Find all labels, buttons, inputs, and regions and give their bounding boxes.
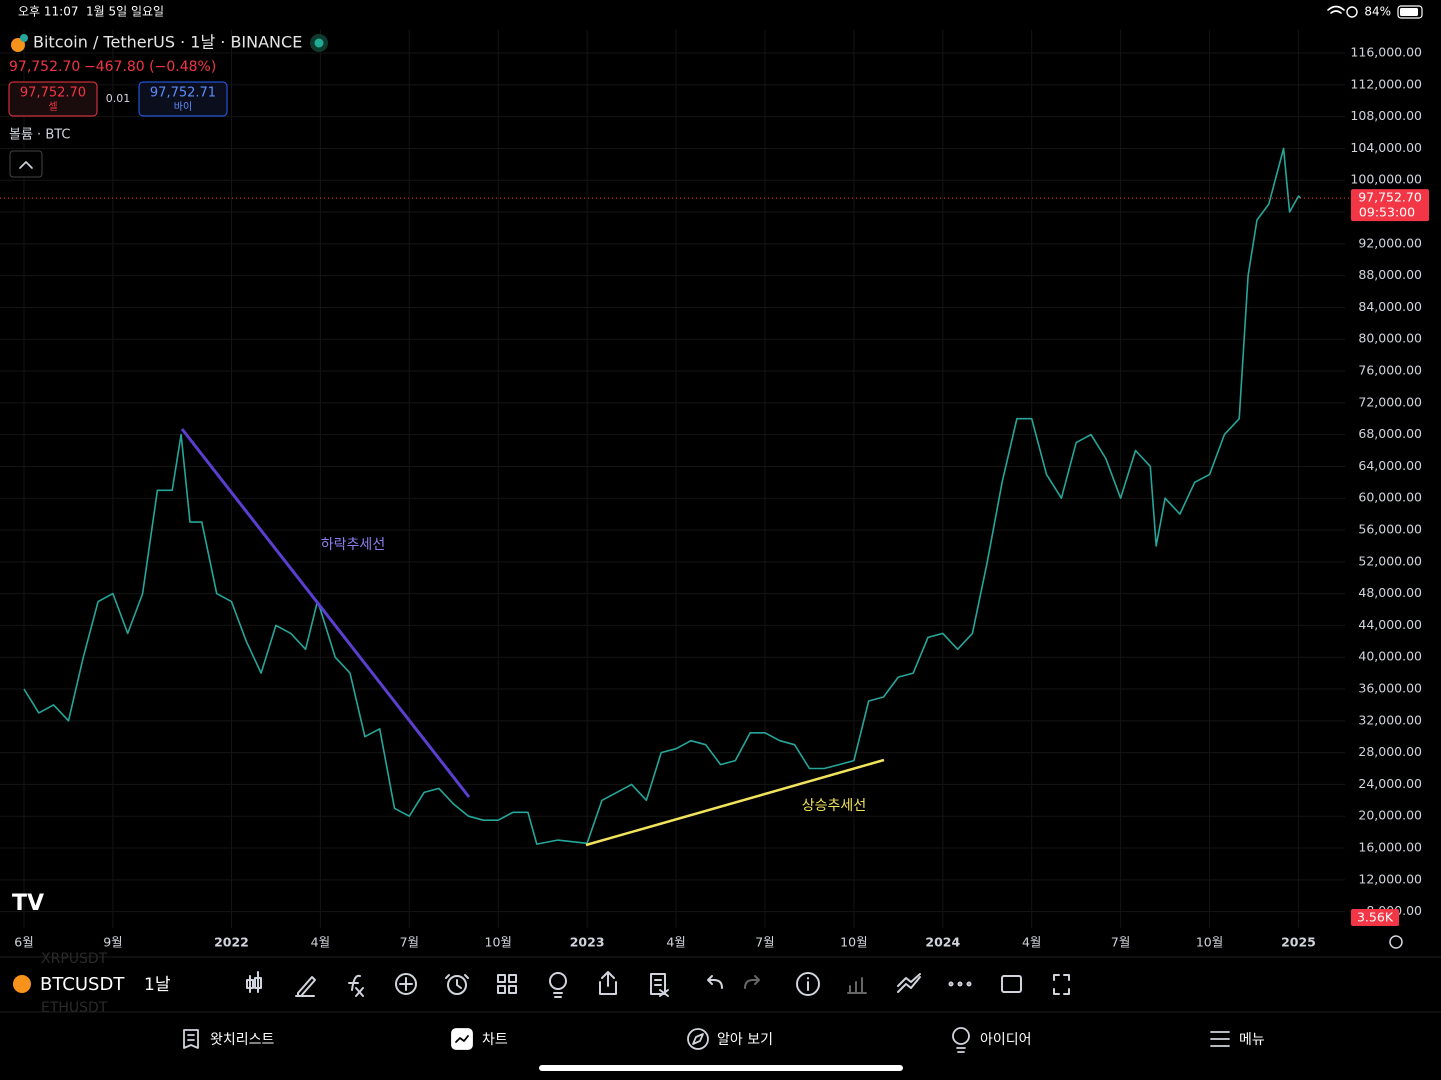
y-tick-label: 104,000.00: [1350, 140, 1422, 155]
toolbar-icons[interactable]: [246, 971, 1070, 998]
status-date: 1월 5일 일요일: [86, 5, 164, 19]
x-tick-label: 7월: [400, 935, 419, 950]
y-tick-label: 116,000.00: [1350, 45, 1422, 60]
y-tick-label: 100,000.00: [1350, 172, 1422, 187]
annotation: 하락추세선: [321, 537, 385, 553]
sell-price: 97,752.70: [20, 86, 86, 101]
battery-icon: [1397, 5, 1423, 19]
x-tick-label: 4월: [666, 935, 685, 950]
buy-button[interactable]: [138, 81, 228, 117]
wifi-icon: [1327, 5, 1345, 14]
x-tick-label: 10월: [485, 935, 512, 950]
y-tick-label: 76,000.00: [1358, 363, 1422, 378]
toolbar-interval[interactable]: 1날: [144, 975, 171, 995]
x-tick-label: 2025: [1281, 935, 1316, 950]
nav-watchlist[interactable]: 왓치리스트: [210, 1032, 275, 1048]
down-trendline: [180, 428, 471, 798]
buy-label: 바이: [174, 101, 192, 113]
symbol-next: ETHUSDT: [41, 1000, 108, 1016]
collapse-button[interactable]: [9, 150, 43, 178]
price-overlay: 8,000.0012,000.0016,000.0020,000.0024,00…: [0, 45, 1429, 950]
y-tick-label: 88,000.00: [1358, 267, 1422, 282]
x-tick-label: 10월: [840, 935, 867, 950]
x-tick-label: 10월: [1196, 935, 1223, 950]
x-tick-label: 4월: [1022, 935, 1041, 950]
y-tick-label: 48,000.00: [1358, 585, 1422, 600]
sell-label: 셀: [48, 101, 57, 113]
nav-ideas[interactable]: 아이디어: [980, 1032, 1032, 1048]
y-tick-label: 40,000.00: [1358, 649, 1422, 664]
y-tick-label: 108,000.00: [1350, 108, 1422, 123]
home-indicator: [539, 1065, 903, 1071]
sell-button[interactable]: [8, 81, 98, 117]
last-price: 97,752.70: [9, 59, 80, 75]
symbol-prev: XRPUSDT: [41, 951, 108, 967]
x-tick-label: 7월: [1111, 935, 1130, 950]
btc-logo: [13, 975, 31, 993]
buy-price: 97,752.71: [150, 86, 216, 101]
y-tick-label: 16,000.00: [1358, 840, 1422, 855]
y-tick-label: 68,000.00: [1358, 426, 1422, 441]
x-tick-label: 2023: [570, 935, 605, 950]
y-tick-label: 64,000.00: [1358, 458, 1422, 473]
market-status-dot: [314, 38, 324, 48]
y-tick-label: 84,000.00: [1358, 299, 1422, 314]
x-tick-label: 9월: [103, 935, 122, 950]
x-tick-label: 2024: [925, 935, 960, 950]
countdown: 09:53:00: [1359, 205, 1415, 220]
up-trendline: [585, 758, 885, 847]
y-tick-label: 20,000.00: [1358, 808, 1422, 823]
grid: [0, 30, 1345, 928]
y-tick-label: 12,000.00: [1358, 871, 1422, 886]
vpn-icon: [1346, 6, 1358, 18]
price-change: −467.80 (−0.48%): [84, 59, 216, 75]
y-tick-label: 80,000.00: [1358, 331, 1422, 346]
y-tick-label: 112,000.00: [1350, 76, 1422, 91]
nav-icons: [183, 1027, 1230, 1053]
nav-explore[interactable]: 알아 보기: [717, 1032, 773, 1048]
nav-menu[interactable]: 메뉴: [1239, 1032, 1265, 1048]
battery-level: 84%: [1364, 5, 1391, 19]
annotation: 상승추세선: [802, 798, 866, 814]
volume-badge: [1351, 909, 1399, 926]
price-line: [23, 147, 1302, 845]
status-time: 오후 11:07: [18, 5, 78, 19]
btc-logo: [11, 38, 25, 52]
last-price-badge: [1351, 189, 1429, 222]
plot-area: [23, 147, 1302, 845]
y-tick-label: 56,000.00: [1358, 522, 1422, 537]
y-tick-label: 32,000.00: [1358, 712, 1422, 727]
y-tick-label: 60,000.00: [1358, 490, 1422, 505]
tv-logo: TV: [12, 891, 44, 916]
x-tick-label: 7월: [755, 935, 774, 950]
battery-fill: [1400, 8, 1418, 16]
x-tick-label: 2022: [214, 935, 249, 950]
y-tick-label: 44,000.00: [1358, 617, 1422, 632]
symbol-title[interactable]: Bitcoin / TetherUS · 1날 · BINANCE: [33, 33, 302, 52]
usdt-logo: [20, 34, 28, 42]
settings-icon[interactable]: [1389, 935, 1403, 949]
y-tick-label: 24,000.00: [1358, 776, 1422, 791]
y-tick-label: 72,000.00: [1358, 394, 1422, 409]
y-tick-label: 36,000.00: [1358, 681, 1422, 696]
nav-chart[interactable]: 차트: [482, 1032, 508, 1048]
y-tick-label: 28,000.00: [1358, 744, 1422, 759]
spread: 0.01: [106, 92, 131, 105]
y-tick-label: 92,000.00: [1358, 235, 1422, 250]
x-tick-label: 4월: [311, 935, 330, 950]
x-tick-label: 6월: [14, 935, 33, 950]
volume-label: 3.56K: [1357, 910, 1394, 925]
toolbar-symbol[interactable]: BTCUSDT: [40, 974, 125, 995]
chevron-up: [19, 161, 33, 169]
y-tick-label: 52,000.00: [1358, 553, 1422, 568]
volume-indicator[interactable]: 볼륨 · BTC: [9, 128, 71, 143]
last-price-label: 97,752.70: [1358, 190, 1422, 205]
